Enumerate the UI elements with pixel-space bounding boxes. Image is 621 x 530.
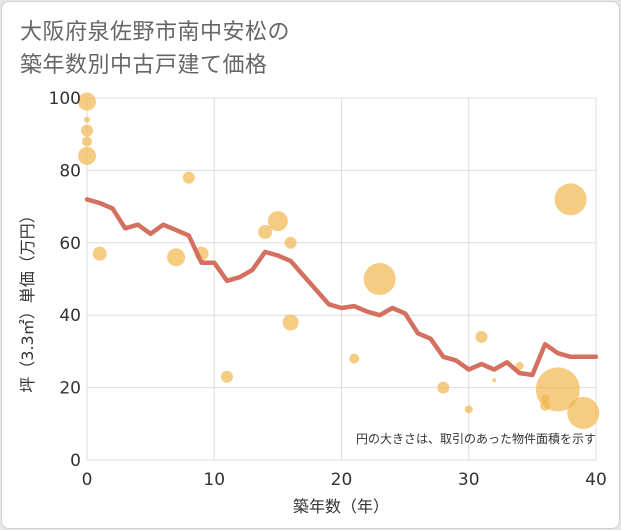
x-tick-label: 10 (203, 470, 225, 490)
y-tick-label: 40 (59, 306, 81, 326)
axis-ticks: 0 20 40 60 80 100 0 10 20 30 40 (49, 89, 607, 490)
data-bubble (220, 370, 233, 383)
y-tick-label: 60 (59, 234, 81, 254)
chart-title-line2: 築年数別中古戸建て価格 (20, 53, 268, 78)
data-bubble (535, 367, 580, 412)
data-bubble (82, 136, 92, 147)
data-bubble (349, 353, 360, 364)
data-bubble (81, 124, 93, 137)
gridlines (86, 97, 597, 461)
y-tick-label: 0 (70, 451, 81, 471)
x-tick-label: 20 (331, 470, 353, 490)
data-bubble (182, 171, 195, 184)
data-bubble (167, 248, 186, 267)
bubble-size-note: 円の大きさは、取引のあった物件面積を示す (356, 431, 596, 446)
data-bubble (267, 211, 288, 232)
y-tick-label: 20 (59, 379, 81, 399)
data-bubble (78, 92, 96, 111)
data-bubble (92, 246, 107, 261)
data-bubble (84, 116, 90, 123)
x-tick-label: 40 (585, 470, 607, 490)
y-axis-label: 坪（3.3㎡）単価（万円） (18, 207, 37, 392)
data-bubble (282, 314, 299, 331)
trend-line (84, 197, 599, 378)
data-bubble (464, 405, 473, 414)
chart-title-line1: 大阪府泉佐野市南中安松の (20, 20, 291, 45)
data-bubble (515, 361, 524, 370)
data-bubble (258, 224, 273, 239)
x-tick-label: 0 (82, 470, 93, 490)
data-bubble (567, 396, 600, 429)
data-bubble (78, 146, 96, 165)
data-bubble (437, 381, 450, 394)
chart-title: 大阪府泉佐野市南中安松の 築年数別中古戸建て価格 (20, 16, 290, 82)
trend-line-group (84, 197, 599, 378)
data-bubble (475, 330, 488, 343)
data-bubble (363, 263, 396, 295)
x-axis-label: 築年数（年） (293, 497, 389, 516)
data-bubble (554, 183, 587, 216)
data-bubble (492, 378, 497, 383)
y-tick-label: 80 (59, 161, 81, 181)
data-bubble (284, 236, 297, 249)
x-tick-label: 30 (458, 470, 480, 490)
y-tick-label: 100 (49, 89, 81, 109)
data-bubbles (78, 92, 600, 429)
